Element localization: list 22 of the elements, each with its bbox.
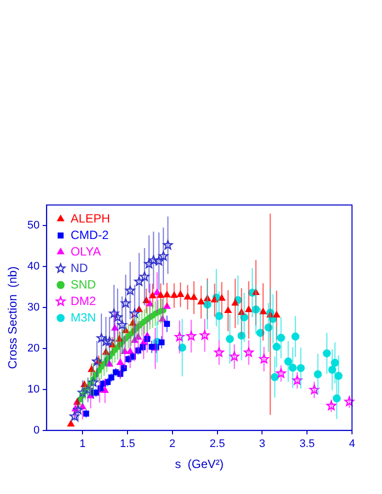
x-tick-label: 4 bbox=[348, 438, 356, 450]
legend-label: DM2 bbox=[70, 294, 96, 308]
y-tick-label: 10 bbox=[27, 383, 40, 396]
x-tick-label: 2.5 bbox=[210, 438, 225, 450]
x-tick-label: 3.5 bbox=[299, 438, 315, 450]
y-tick-label: 30 bbox=[27, 301, 40, 314]
x-tick-label: 3 bbox=[259, 438, 266, 450]
y-tick-label: 40 bbox=[27, 260, 40, 273]
y-tick-label: 0 bbox=[34, 424, 40, 436]
x-axis-title: s (GeV²) bbox=[174, 457, 224, 472]
legend-label: OLYA bbox=[70, 244, 101, 258]
y-tick-label: 50 bbox=[27, 220, 40, 232]
x-tick-label: 1.5 bbox=[120, 438, 136, 450]
legend-label: ND bbox=[70, 260, 88, 275]
legend-label: M3N bbox=[70, 310, 96, 324]
legend-label: ALEPH bbox=[70, 211, 110, 226]
legend-label: CMD-2 bbox=[70, 228, 109, 242]
y-axis-title: Cross Section (nb) bbox=[6, 266, 20, 370]
x-tick-label: 2 bbox=[169, 438, 176, 450]
legend-label: SND bbox=[70, 277, 96, 292]
x-tick-label: 1 bbox=[80, 438, 86, 450]
y-tick-label: 20 bbox=[27, 342, 40, 354]
